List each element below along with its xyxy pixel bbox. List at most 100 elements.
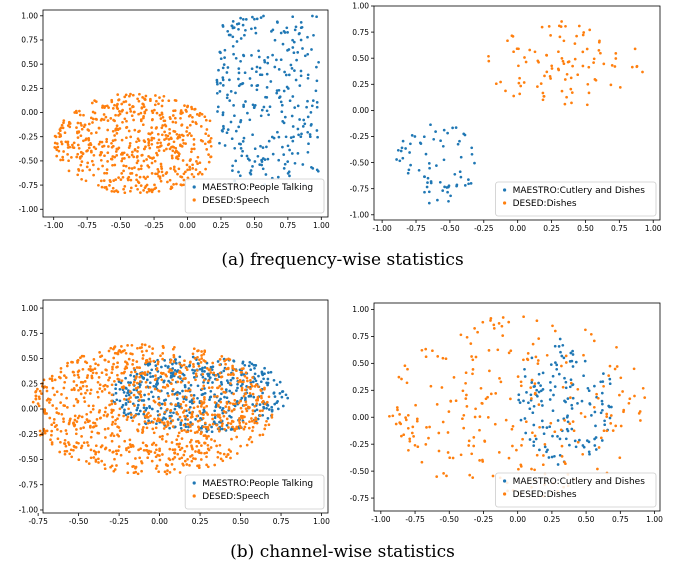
data-point [191,352,195,356]
points-group [53,14,320,195]
data-point [563,376,566,380]
data-point [144,444,148,447]
data-point [201,369,204,373]
data-point [153,417,156,421]
data-point [235,40,239,43]
data-point [410,431,414,435]
data-point [171,378,174,382]
data-point [142,115,145,118]
data-point [431,349,434,353]
data-point [275,383,279,387]
data-point [132,393,136,397]
data-point [125,119,128,123]
y-tick-label: -1.00 [19,205,39,214]
data-point [73,111,77,114]
data-point [446,431,450,434]
data-point [559,428,563,432]
legend-marker [503,188,507,192]
data-point [127,155,131,159]
data-point [306,52,310,56]
data-point [110,371,114,375]
data-point [172,411,175,415]
data-point [192,400,196,404]
data-point [219,451,222,455]
data-point [128,141,132,145]
data-point [310,104,314,108]
data-point [569,76,573,80]
data-point [517,393,521,397]
data-point [139,167,143,171]
data-point [255,399,258,402]
data-point [641,70,644,74]
data-point [178,362,182,366]
data-point [263,386,266,390]
data-point [203,370,206,373]
data-point [540,399,543,403]
data-point [160,365,163,369]
data-point [585,103,589,107]
data-point [161,115,165,119]
data-point [180,364,184,368]
data-point [180,183,184,187]
data-point [129,186,133,190]
data-point [53,393,56,397]
data-point [194,168,198,171]
data-point [95,118,98,121]
data-point [173,467,176,471]
data-point [116,417,119,421]
data-point [36,387,39,391]
data-point [81,169,84,172]
data-point [103,358,107,362]
data-point [196,172,200,176]
x-tick-label: 0.00 [509,224,526,233]
data-point [215,78,219,82]
data-point [191,163,194,167]
data-point [559,25,563,28]
data-point [213,395,216,398]
y-tick-label: -0.25 [19,430,39,439]
data-point [158,435,162,439]
data-point [447,184,451,188]
data-point [291,125,295,128]
data-point [127,166,131,170]
data-point [114,383,118,387]
data-point [151,352,154,355]
data-point [79,163,83,167]
data-point [242,404,246,407]
x-tick-label: 0.00 [151,517,168,526]
data-point [58,135,61,139]
data-point [110,399,113,403]
data-point [123,95,127,99]
data-point [196,362,200,365]
data-point [63,438,67,442]
data-point [294,25,298,29]
data-point [60,142,64,146]
data-point [90,159,94,163]
data-point [45,429,49,433]
data-point [123,408,126,412]
data-point [85,165,89,169]
data-point [99,416,102,420]
data-point [98,387,102,390]
data-point [107,391,111,395]
data-point [225,96,229,100]
data-point [243,71,247,75]
data-point [467,178,470,181]
data-point [72,421,75,425]
data-point [70,455,74,459]
data-point [299,21,303,24]
data-point [218,371,222,375]
data-point [127,407,130,411]
data-point [80,127,84,131]
data-point [248,392,252,395]
data-point [130,153,134,157]
data-point [65,449,69,453]
data-point [164,373,168,377]
data-point [293,161,297,165]
data-point [77,146,81,150]
data-point [570,407,574,410]
data-point [85,384,89,388]
data-point [533,468,536,472]
data-point [610,64,614,67]
